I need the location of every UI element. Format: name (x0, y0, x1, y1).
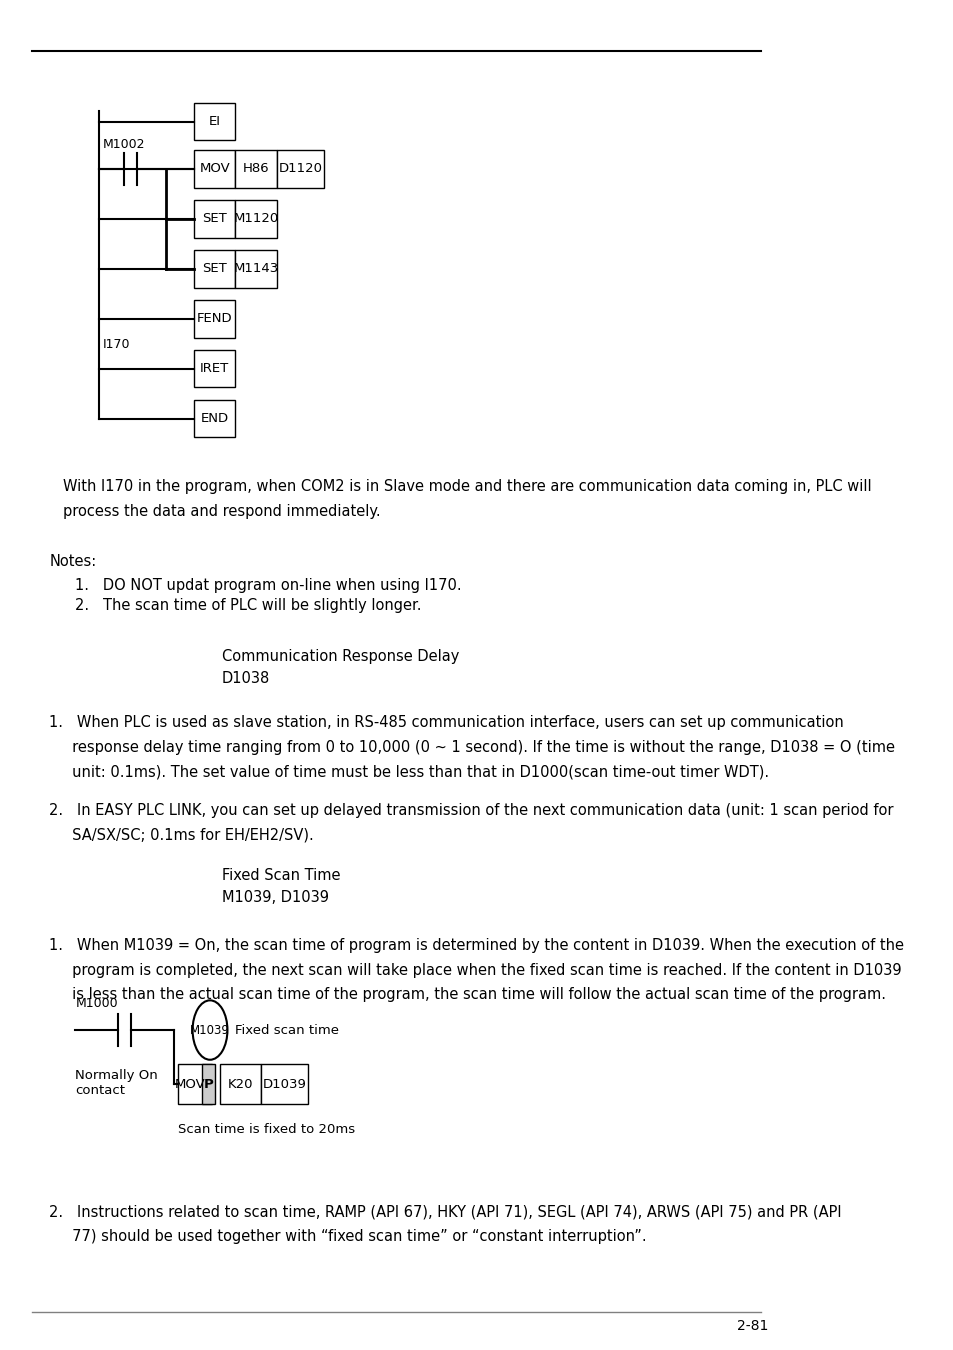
Bar (235, 250, 276, 288)
Bar (235, 150, 276, 188)
Bar (260, 1064, 308, 1104)
Text: M1039, D1039: M1039, D1039 (222, 890, 329, 905)
Text: SET: SET (202, 212, 227, 225)
Bar (194, 200, 235, 238)
Bar (194, 350, 235, 387)
Text: Fixed Scan Time: Fixed Scan Time (222, 868, 340, 883)
Text: D1038: D1038 (222, 671, 270, 686)
Text: M1039: M1039 (190, 1023, 230, 1037)
Text: Notes:: Notes: (50, 554, 96, 568)
Text: 2.   The scan time of PLC will be slightly longer.: 2. The scan time of PLC will be slightly… (75, 598, 421, 613)
Text: MOV: MOV (174, 1077, 205, 1091)
Text: D1120: D1120 (278, 162, 322, 176)
Text: Normally On
contact: Normally On contact (75, 1069, 158, 1098)
Text: M1000: M1000 (75, 996, 118, 1010)
Bar (219, 1064, 260, 1104)
Text: IRET: IRET (200, 362, 229, 375)
Bar (235, 200, 276, 238)
Text: 1.   When PLC is used as slave station, in RS-485 communication interface, users: 1. When PLC is used as slave station, in… (50, 716, 894, 780)
Text: M1002: M1002 (103, 138, 146, 151)
Text: EI: EI (209, 115, 220, 128)
Text: 2.   Instructions related to scan time, RAMP (API 67), HKY (API 71), SEGL (API 7: 2. Instructions related to scan time, RA… (50, 1204, 841, 1243)
Text: With I170 in the program, when COM2 is in Slave mode and there are communication: With I170 in the program, when COM2 is i… (63, 479, 871, 518)
Bar (202, 1064, 214, 1104)
Text: Scan time is fixed to 20ms: Scan time is fixed to 20ms (178, 1123, 355, 1137)
Text: FEND: FEND (196, 312, 233, 325)
Text: END: END (200, 412, 229, 425)
Text: I170: I170 (103, 338, 131, 351)
Bar (194, 400, 235, 437)
Text: Fixed scan time: Fixed scan time (235, 1023, 339, 1037)
Text: P: P (203, 1077, 213, 1091)
Text: M1143: M1143 (233, 262, 278, 275)
Bar (194, 300, 235, 338)
Text: H86: H86 (242, 162, 269, 176)
Bar (178, 1064, 212, 1104)
Text: MOV: MOV (199, 162, 230, 176)
Text: K20: K20 (227, 1077, 253, 1091)
Text: SET: SET (202, 262, 227, 275)
Text: D1039: D1039 (262, 1077, 306, 1091)
Bar (194, 250, 235, 288)
Text: 1.   DO NOT updat program on-line when using I170.: 1. DO NOT updat program on-line when usi… (75, 578, 461, 593)
Text: M1120: M1120 (233, 212, 278, 225)
Text: 2.   In EASY PLC LINK, you can set up delayed transmission of the next communica: 2. In EASY PLC LINK, you can set up dela… (50, 803, 893, 842)
Bar (194, 150, 235, 188)
Text: Communication Response Delay: Communication Response Delay (222, 649, 458, 664)
Bar (276, 150, 324, 188)
Text: 1.   When M1039 = On, the scan time of program is determined by the content in D: 1. When M1039 = On, the scan time of pro… (50, 938, 903, 1003)
Text: 2-81: 2-81 (737, 1319, 767, 1332)
Bar (194, 103, 235, 140)
